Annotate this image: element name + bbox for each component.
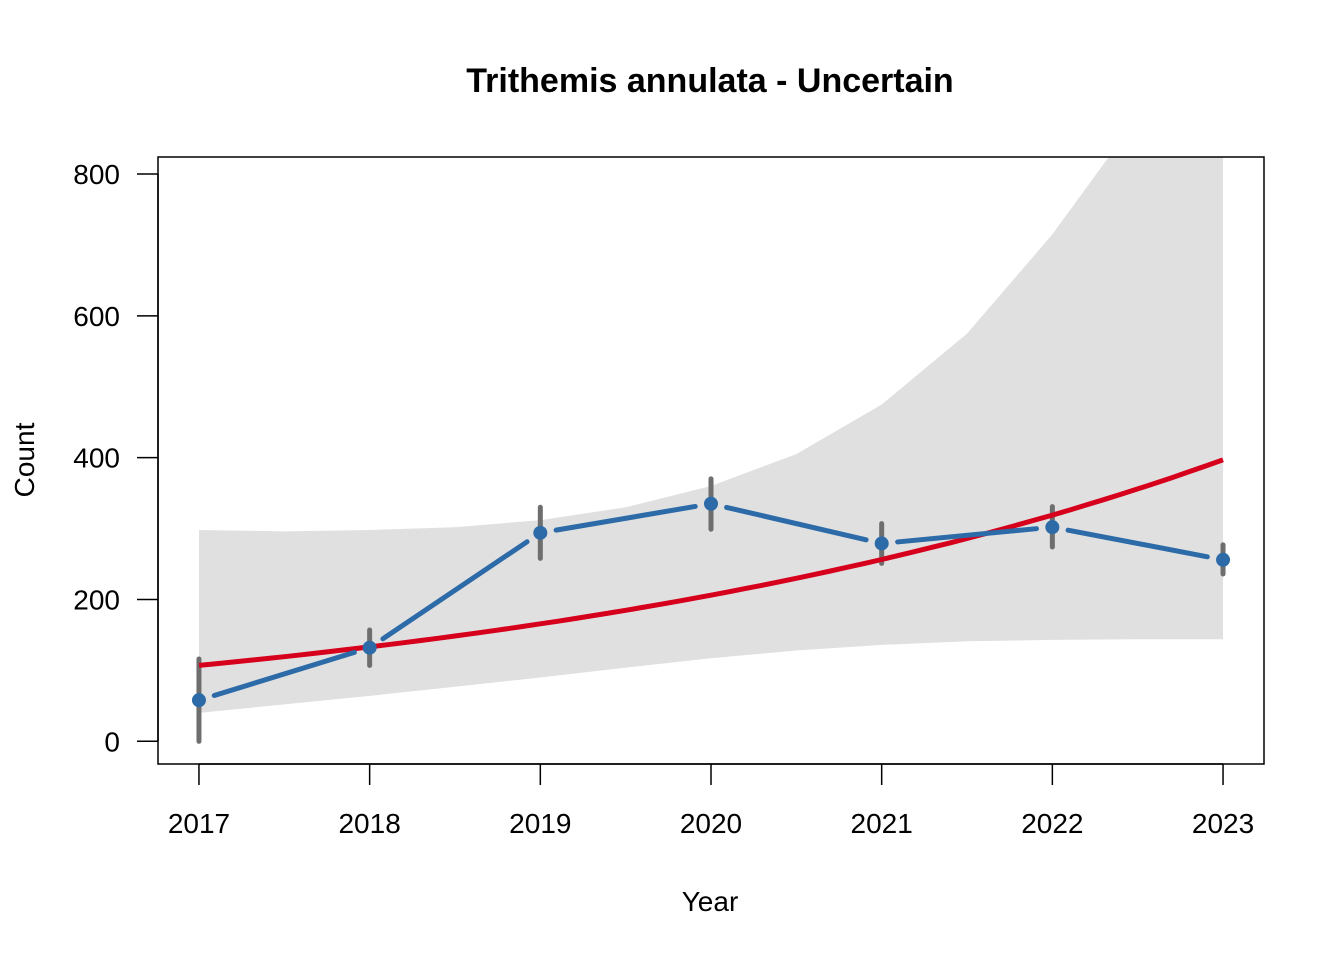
- plot-area: [191, 157, 1231, 744]
- observed-segment-2017: [211, 649, 357, 698]
- observed-points: [191, 496, 1231, 708]
- confidence-band: [199, 157, 1223, 713]
- chart-title: Trithemis annulata - Uncertain: [466, 62, 953, 100]
- x-axis-label: Year: [682, 886, 739, 917]
- y-tick-label-400: 400: [73, 443, 120, 474]
- y-tick-label-800: 800: [73, 159, 120, 190]
- observed-point-2018: [362, 640, 377, 655]
- y-tick-label-0: 0: [104, 726, 120, 757]
- y-axis-label: Count: [9, 422, 40, 497]
- observed-segment-2021: [895, 526, 1039, 545]
- observed-segment-2018: [380, 539, 530, 642]
- x-tick-label-2018: 2018: [338, 808, 400, 839]
- observed-point-2023: [1216, 552, 1231, 567]
- observed-point-2017: [191, 693, 206, 708]
- observed-line: [211, 503, 1210, 698]
- observed-segment-2019: [553, 503, 698, 533]
- observed-segment-2020: [724, 504, 869, 543]
- x-tick-label-2022: 2022: [1021, 808, 1083, 839]
- x-tick-label-2021: 2021: [851, 808, 913, 839]
- observed-point-2021: [874, 536, 889, 551]
- y-axis: 0 200 400 600 800: [73, 159, 159, 757]
- x-tick-label-2023: 2023: [1192, 808, 1254, 839]
- observed-point-2019: [533, 525, 548, 540]
- x-tick-label-2019: 2019: [509, 808, 571, 839]
- x-tick-label-2020: 2020: [680, 808, 742, 839]
- x-tick-label-2017: 2017: [168, 808, 230, 839]
- x-axis: 2017 2018 2019 2020 2021 2022 2023: [168, 763, 1254, 839]
- observed-segment-2022: [1065, 527, 1210, 560]
- y-tick-label-200: 200: [73, 584, 120, 615]
- y-tick-label-600: 600: [73, 301, 120, 332]
- observed-point-2022: [1045, 520, 1060, 535]
- observed-point-2020: [704, 496, 718, 511]
